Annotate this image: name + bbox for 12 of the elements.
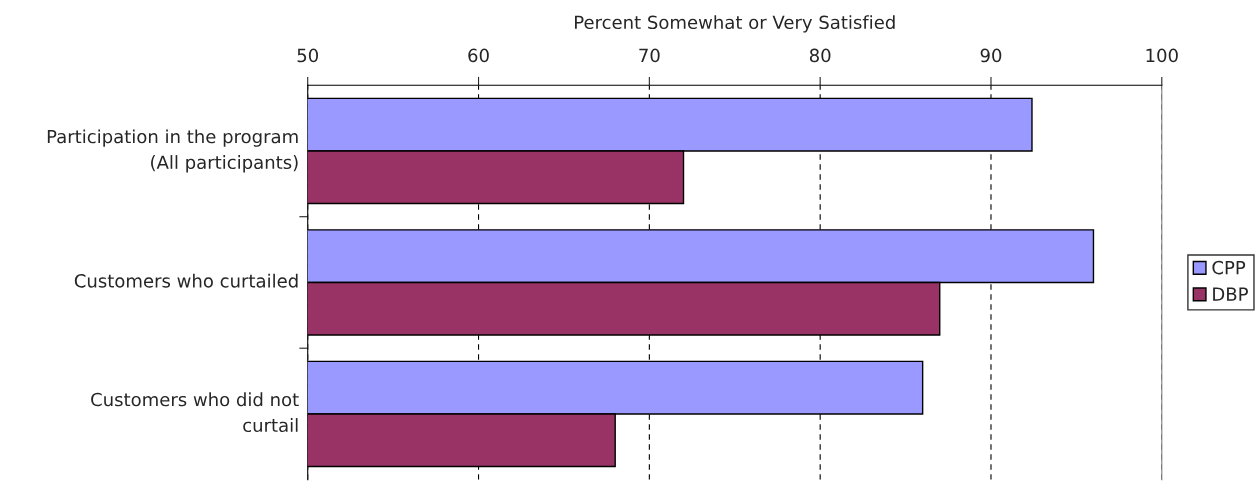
x-tick-label: 90 [980,48,1002,63]
y-tick-label: Participation in the program (All participants) [47,129,298,173]
x-axis-title: Percent Somewhat or Very Satisfied [575,15,895,33]
x-tick-label: 80 [809,48,831,63]
x-tick-label: 100 [1146,48,1178,63]
x-tick-label: 70 [639,48,660,63]
y-tick-label: Customers who curtailed [74,273,298,288]
x-tick-label: 50 [297,48,319,63]
x-tick-label: 60 [468,48,489,63]
legend-label: DBP [1213,287,1248,301]
y-tick-label: Customers who did not curtail [91,392,299,433]
legend-label: CPP [1212,260,1246,275]
